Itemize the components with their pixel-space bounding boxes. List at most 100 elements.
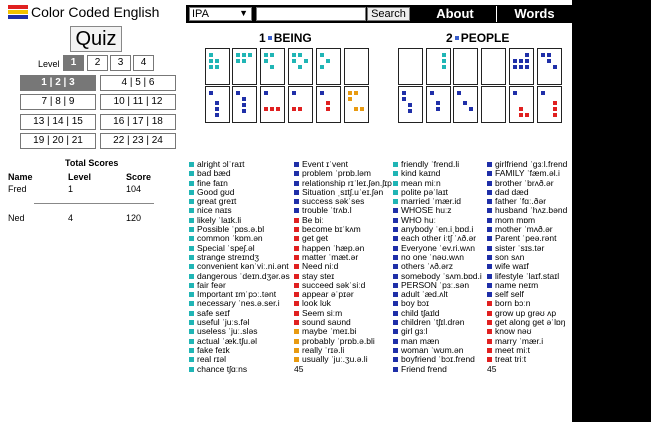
word-item[interactable]: alright ɔlˈraɪt	[189, 160, 290, 169]
search-input[interactable]	[256, 7, 366, 21]
word-item[interactable]: son sʌn	[487, 253, 567, 262]
category-card[interactable]	[205, 86, 230, 123]
word-item[interactable]: stay steɪ	[294, 272, 392, 281]
ipa-select[interactable]: IPA ▼	[189, 7, 252, 21]
category-card[interactable]	[316, 86, 341, 123]
word-item[interactable]: Special ˈspeʃ.əl	[189, 244, 290, 253]
quiz-button[interactable]: Quiz	[70, 26, 122, 52]
word-item[interactable]: boyfriend ˈbɔɪ.frend	[393, 355, 482, 364]
category-card[interactable]	[260, 48, 285, 85]
word-item[interactable]: sound saʊnd	[294, 318, 392, 327]
word-item[interactable]: bad bæd	[189, 169, 290, 178]
category-card[interactable]	[537, 48, 562, 85]
word-item[interactable]: happen ˈhæp.ən	[294, 244, 392, 253]
word-item[interactable]: common ˈkɒm.ən	[189, 234, 290, 243]
word-item[interactable]: wife waɪf	[487, 262, 567, 271]
word-item[interactable]: great greɪt	[189, 197, 290, 206]
category-card[interactable]	[316, 48, 341, 85]
word-item[interactable]: mean miːn	[393, 179, 482, 188]
word-item[interactable]: success səkˈses	[294, 197, 392, 206]
word-item[interactable]: others ˈʌð.ərz	[393, 262, 482, 271]
level-button-2[interactable]: 2	[87, 55, 108, 71]
word-item[interactable]: Situation ˌsɪtʃ.uˈeɪ.ʃən	[294, 188, 392, 197]
word-item[interactable]: marry ˈmær.i	[487, 337, 567, 346]
word-item[interactable]: father ˈfɑː.ðər	[487, 197, 567, 206]
category-card[interactable]	[426, 48, 451, 85]
word-item[interactable]: fair feər	[189, 281, 290, 290]
category-card[interactable]	[344, 86, 369, 123]
word-item[interactable]: fake feɪk	[189, 346, 290, 355]
word-item[interactable]: get get	[294, 234, 392, 243]
category-card[interactable]	[426, 86, 451, 123]
word-item[interactable]: dangerous ˈdeɪn.dʒər.əs	[189, 272, 290, 281]
word-item[interactable]: relationship rɪˈleɪ.ʃən.ʃɪp	[294, 179, 392, 188]
category-title-people[interactable]: 2 PEOPLE	[446, 31, 509, 45]
group-button[interactable]: 22 | 23 | 24	[100, 133, 176, 149]
word-item[interactable]: convenient kənˈviː.ni.ənt	[189, 262, 290, 271]
word-item[interactable]: necessary ˈnes.ə.ser.i	[189, 299, 290, 308]
word-item[interactable]: polite pəˈlaɪt	[393, 188, 482, 197]
word-item[interactable]: man mæn	[393, 337, 482, 346]
category-card[interactable]	[232, 48, 257, 85]
word-item[interactable]: look lʊk	[294, 299, 392, 308]
word-item[interactable]: fine faɪn	[189, 179, 290, 188]
word-item[interactable]: PERSON ˈpɜː.sən	[393, 281, 482, 290]
group-button[interactable]: 19 | 20 | 21	[20, 133, 96, 149]
word-item[interactable]: strange streɪndʒ	[189, 253, 290, 262]
word-item[interactable]: girlfriend ˈgɜːl.frend	[487, 160, 567, 169]
word-item[interactable]: actual ˈæk.tʃu.əl	[189, 337, 290, 346]
word-item[interactable]: Need niːd	[294, 262, 392, 271]
nav-about[interactable]: About	[436, 6, 474, 21]
category-card[interactable]	[398, 48, 423, 85]
level-button-3[interactable]: 3	[110, 55, 131, 71]
word-item[interactable]: treat triːt	[487, 355, 567, 364]
word-item[interactable]: Good gʊd	[189, 188, 290, 197]
word-item[interactable]: Possible ˈpɒs.ə.bl	[189, 225, 290, 234]
word-item[interactable]: know nəʊ	[487, 327, 567, 336]
word-item[interactable]: safe seɪf	[189, 309, 290, 318]
category-card[interactable]	[509, 48, 534, 85]
search-button[interactable]: Search	[367, 7, 410, 21]
word-item[interactable]: lifestyle ˈlaɪf.staɪl	[487, 272, 567, 281]
word-item[interactable]: mother ˈmʌð.ər	[487, 225, 567, 234]
word-item[interactable]: problem ˈprɒb.ləm	[294, 169, 392, 178]
category-card[interactable]	[205, 48, 230, 85]
word-item[interactable]: Friend frend	[393, 365, 482, 374]
word-item[interactable]: friendly ˈfrend.li	[393, 160, 482, 169]
word-item[interactable]: anybody ˈen.iˌbɒd.i	[393, 225, 482, 234]
word-item[interactable]: brother ˈbrʌð.ər	[487, 179, 567, 188]
word-item[interactable]: kind kaɪnd	[393, 169, 482, 178]
category-card[interactable]	[288, 48, 313, 85]
category-card[interactable]	[344, 48, 369, 85]
category-card[interactable]	[537, 86, 562, 123]
group-button[interactable]: 13 | 14 | 15	[20, 114, 96, 130]
category-card[interactable]	[481, 86, 506, 123]
word-item[interactable]: chance tʃɑːns	[189, 365, 290, 374]
word-item[interactable]: Important ɪmˈpɔː.tənt	[189, 290, 290, 299]
word-item[interactable]: meet miːt	[487, 346, 567, 355]
word-item[interactable]: dad dæd	[487, 188, 567, 197]
word-item[interactable]: useless ˈjuː.sləs	[189, 327, 290, 336]
category-card[interactable]	[453, 48, 478, 85]
word-item[interactable]: become bɪˈkʌm	[294, 225, 392, 234]
word-item[interactable]: each other iːtʃ ˈʌð.ər	[393, 234, 482, 243]
word-item[interactable]: WHOSE huːz	[393, 206, 482, 215]
category-card[interactable]	[288, 86, 313, 123]
level-button-4[interactable]: 4	[133, 55, 154, 71]
word-item[interactable]: Seem siːm	[294, 309, 392, 318]
group-button[interactable]: 10 | 11 | 12	[100, 94, 176, 110]
word-item[interactable]: useful ˈjuːs.fəl	[189, 318, 290, 327]
word-item[interactable]: boy bɔɪ	[393, 299, 482, 308]
word-item[interactable]: Be biː	[294, 216, 392, 225]
word-item[interactable]: child tʃaɪld	[393, 309, 482, 318]
word-item[interactable]: succeed səkˈsiːd	[294, 281, 392, 290]
word-item[interactable]: sister ˈsɪs.tər	[487, 244, 567, 253]
word-item[interactable]: mom mɒm	[487, 216, 567, 225]
word-item[interactable]: self self	[487, 290, 567, 299]
category-card[interactable]	[260, 86, 285, 123]
level-button-1[interactable]: 1	[63, 55, 84, 71]
word-item[interactable]: get along get əˈlɒŋ	[487, 318, 567, 327]
word-item[interactable]: Parent ˈpeə.rənt	[487, 234, 567, 243]
word-item[interactable]: really ˈrɪə.li	[294, 346, 392, 355]
word-item[interactable]: matter ˈmæt.ər	[294, 253, 392, 262]
